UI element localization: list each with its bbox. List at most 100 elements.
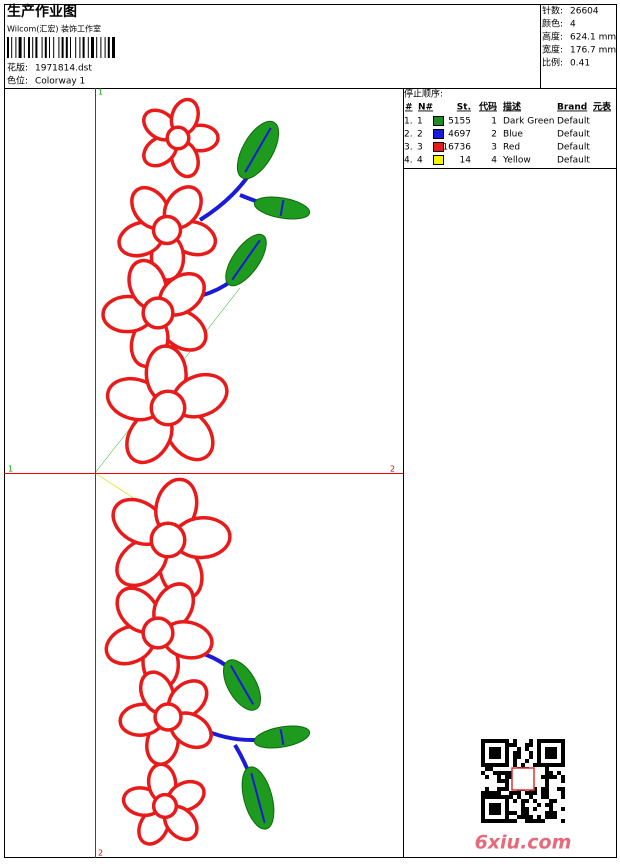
stat-value: 0.41 (570, 59, 590, 69)
qr-cell (489, 791, 493, 795)
qr-cell (561, 739, 565, 743)
qr-cell (481, 755, 485, 759)
stat-label: 颜色: (542, 18, 563, 30)
stat-label: 高度: (542, 31, 563, 43)
qr-cell (513, 811, 517, 815)
leaf-vein (279, 728, 285, 746)
axis-right: 2 (390, 465, 395, 474)
qr-cell (561, 775, 565, 779)
bar (7, 37, 9, 58)
axis-bottom: 2 (98, 849, 103, 858)
bar (104, 37, 106, 58)
qr-cell (513, 799, 517, 803)
qr-cell (493, 791, 497, 795)
qr-cell (505, 803, 509, 807)
row-desc: Blue (503, 130, 523, 140)
stop-title: 停止顺序: (404, 88, 443, 100)
qr-cell (497, 791, 501, 795)
qr-cell (533, 799, 537, 803)
qr-cell (537, 763, 541, 767)
qr-cell (549, 771, 553, 775)
qr-cell (549, 811, 553, 815)
column-header: N# (418, 103, 433, 113)
qr-cell (545, 779, 549, 783)
qr-cell (497, 795, 501, 799)
leaf-vein (229, 665, 255, 705)
bar (87, 37, 89, 58)
qr-cell (545, 739, 549, 743)
qr-cell (561, 747, 565, 751)
qr-cell (509, 743, 513, 747)
leaf-vein (231, 239, 261, 281)
qr-cell (545, 775, 549, 779)
qr-cell (505, 771, 509, 775)
qr-cell (481, 803, 485, 807)
qr-cell (513, 819, 517, 823)
qr-cell (513, 739, 517, 743)
watermark: 6xiu.com (475, 832, 572, 854)
qr-cell (529, 751, 533, 755)
row-code: 2 (491, 130, 497, 140)
row-brand: Default (557, 130, 590, 140)
qr-cell (497, 771, 501, 775)
qr-cell (485, 767, 489, 771)
qr-cell (525, 759, 529, 763)
qr-cell (485, 795, 489, 799)
qr-cell (489, 755, 493, 759)
qr-cell (525, 819, 529, 823)
qr-cell (485, 819, 489, 823)
qr-cell (497, 811, 501, 815)
color-swatch (433, 116, 444, 126)
bar (44, 37, 47, 58)
qr-cell (561, 787, 565, 791)
bar (28, 37, 30, 58)
row-stitches: 14 (460, 156, 472, 166)
qr-cell (561, 795, 565, 799)
qr-cell (517, 751, 521, 755)
qr-cell (541, 819, 545, 823)
qr-cell (545, 747, 549, 751)
qr-cell (513, 759, 517, 763)
qr-cell (537, 751, 541, 755)
bar (100, 37, 102, 58)
stat-value: 4 (570, 20, 576, 30)
qr-cell (561, 819, 565, 823)
qr-cell (549, 755, 553, 759)
row-n: 2 (417, 130, 423, 140)
qr-cell (561, 759, 565, 763)
stat-value: 176.7 mm (570, 46, 616, 56)
qr-cell (481, 811, 485, 815)
row-desc: Dark Green (503, 117, 554, 127)
qr-cell (493, 755, 497, 759)
qr-cell (513, 791, 517, 795)
qr-cell (501, 771, 505, 775)
bar (15, 37, 17, 58)
qr-cell (537, 815, 541, 819)
qr-cell (541, 739, 545, 743)
stat-value: 26604 (570, 7, 599, 17)
flower-center (141, 296, 175, 330)
qr-cell (553, 775, 557, 779)
row-desc: Red (503, 143, 520, 153)
qr-cell (489, 795, 493, 799)
qr-cell (505, 795, 509, 799)
qr-cell (537, 743, 541, 747)
qr-cell (561, 751, 565, 755)
qr-cell (481, 743, 485, 747)
bar (58, 37, 60, 58)
qr-cell (497, 739, 501, 743)
qr-cell (537, 759, 541, 763)
flower-center (153, 702, 183, 732)
axis-top: 1 (98, 88, 103, 97)
qr-cell (561, 763, 565, 767)
qr-cell (549, 799, 553, 803)
qr-cell (505, 747, 509, 751)
qr-code (481, 739, 565, 823)
qr-cell (545, 787, 549, 791)
qr-cell (529, 795, 533, 799)
qr-cell (553, 739, 557, 743)
qr-cell (505, 751, 509, 755)
qr-cell (497, 807, 501, 811)
axis-left: 1 (8, 465, 13, 474)
qr-cell (505, 755, 509, 759)
